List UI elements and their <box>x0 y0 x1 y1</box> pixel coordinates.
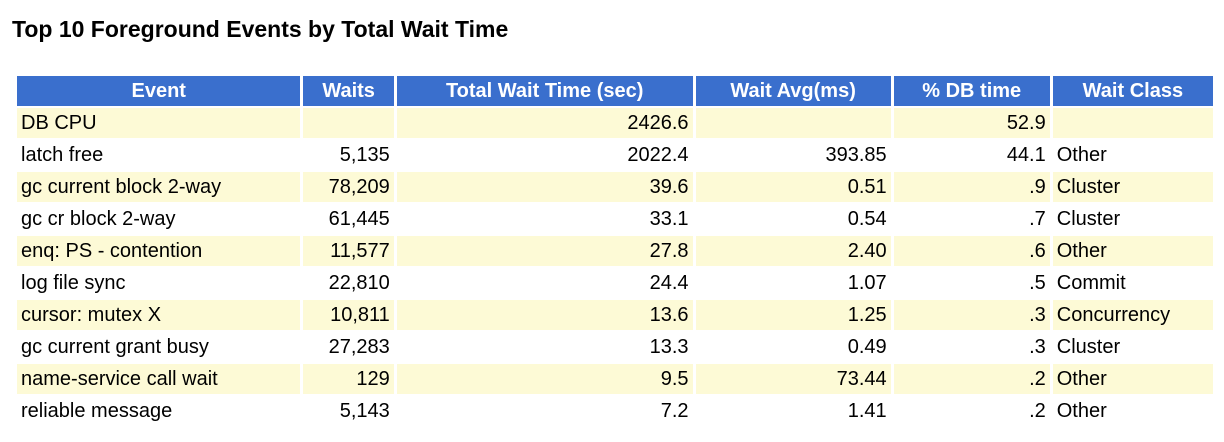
cell-event: gc cr block 2-way <box>17 204 301 234</box>
cell-event: reliable message <box>17 396 301 426</box>
table-row: gc current grant busy 27,283 13.3 0.49 .… <box>17 332 1213 362</box>
cell-wait-class: Cluster <box>1052 172 1213 202</box>
cell-wait-class: Concurrency <box>1052 300 1213 330</box>
cell-event: enq: PS - contention <box>17 236 301 266</box>
cell-waits: 11,577 <box>303 236 394 266</box>
header-wait-class: Wait Class <box>1052 76 1213 106</box>
cell-wait-avg: 393.85 <box>695 140 891 170</box>
cell-total-wait-time: 9.5 <box>396 364 693 394</box>
cell-wait-avg: 2.40 <box>695 236 891 266</box>
cell-wait-class: Cluster <box>1052 204 1213 234</box>
cell-waits: 5,135 <box>303 140 394 170</box>
cell-wait-class: Commit <box>1052 268 1213 298</box>
cell-wait-avg: 0.49 <box>695 332 891 362</box>
cell-wait-class: Cluster <box>1052 332 1213 362</box>
cell-waits: 78,209 <box>303 172 394 202</box>
cell-waits: 10,811 <box>303 300 394 330</box>
report-title: Top 10 Foreground Events by Total Wait T… <box>12 16 509 42</box>
cell-event: latch free <box>17 140 301 170</box>
table-row: gc cr block 2-way 61,445 33.1 0.54 .7 Cl… <box>17 204 1213 234</box>
cell-event: gc current block 2-way <box>17 172 301 202</box>
cell-wait-avg <box>695 108 891 138</box>
cell-pct-db-time: .6 <box>893 236 1050 266</box>
header-event: Event <box>17 76 301 106</box>
cell-pct-db-time: 44.1 <box>893 140 1050 170</box>
cell-total-wait-time: 13.3 <box>396 332 693 362</box>
cell-waits: 22,810 <box>303 268 394 298</box>
cell-pct-db-time: .9 <box>893 172 1050 202</box>
cell-total-wait-time: 7.2 <box>396 396 693 426</box>
table-row: name-service call wait 129 9.5 73.44 .2 … <box>17 364 1213 394</box>
table-row: latch free 5,135 2022.4 393.85 44.1 Othe… <box>17 140 1213 170</box>
cell-event: gc current grant busy <box>17 332 301 362</box>
cell-total-wait-time: 2426.6 <box>396 108 693 138</box>
cell-pct-db-time: .2 <box>893 396 1050 426</box>
cell-wait-class: Other <box>1052 396 1213 426</box>
table-row: reliable message 5,143 7.2 1.41 .2 Other <box>17 396 1213 426</box>
cell-total-wait-time: 27.8 <box>396 236 693 266</box>
cell-waits: 129 <box>303 364 394 394</box>
cell-pct-db-time: .3 <box>893 300 1050 330</box>
cell-event: DB CPU <box>17 108 301 138</box>
cell-wait-avg: 0.54 <box>695 204 891 234</box>
cell-pct-db-time: .7 <box>893 204 1050 234</box>
table-row: gc current block 2-way 78,209 39.6 0.51 … <box>17 172 1213 202</box>
cell-event: log file sync <box>17 268 301 298</box>
cell-waits: 61,445 <box>303 204 394 234</box>
cell-wait-avg: 0.51 <box>695 172 891 202</box>
cell-total-wait-time: 24.4 <box>396 268 693 298</box>
cell-total-wait-time: 33.1 <box>396 204 693 234</box>
cell-waits: 27,283 <box>303 332 394 362</box>
header-waits: Waits <box>303 76 394 106</box>
cell-wait-class: Other <box>1052 140 1213 170</box>
cell-waits: 5,143 <box>303 396 394 426</box>
cell-wait-class: Other <box>1052 364 1213 394</box>
cell-pct-db-time: .2 <box>893 364 1050 394</box>
cell-total-wait-time: 13.6 <box>396 300 693 330</box>
header-wait-avg: Wait Avg(ms) <box>695 76 891 106</box>
table-row: log file sync 22,810 24.4 1.07 .5 Commit <box>17 268 1213 298</box>
cell-pct-db-time: .5 <box>893 268 1050 298</box>
cell-total-wait-time: 39.6 <box>396 172 693 202</box>
cell-wait-avg: 73.44 <box>695 364 891 394</box>
cell-event: name-service call wait <box>17 364 301 394</box>
cell-total-wait-time: 2022.4 <box>396 140 693 170</box>
table-row: cursor: mutex X 10,811 13.6 1.25 .3 Conc… <box>17 300 1213 330</box>
header-pct-db-time: % DB time <box>893 76 1050 106</box>
table-row: DB CPU 2426.6 52.9 <box>17 108 1213 138</box>
cell-wait-avg: 1.41 <box>695 396 891 426</box>
cell-wait-avg: 1.07 <box>695 268 891 298</box>
foreground-events-table: Event Waits Total Wait Time (sec) Wait A… <box>14 74 1216 428</box>
cell-wait-class <box>1052 108 1213 138</box>
cell-wait-class: Other <box>1052 236 1213 266</box>
table-row: enq: PS - contention 11,577 27.8 2.40 .6… <box>17 236 1213 266</box>
cell-pct-db-time: 52.9 <box>893 108 1050 138</box>
header-total-wait-time: Total Wait Time (sec) <box>396 76 693 106</box>
cell-pct-db-time: .3 <box>893 332 1050 362</box>
cell-waits <box>303 108 394 138</box>
cell-wait-avg: 1.25 <box>695 300 891 330</box>
cell-event: cursor: mutex X <box>17 300 301 330</box>
table-header-row: Event Waits Total Wait Time (sec) Wait A… <box>17 76 1213 106</box>
